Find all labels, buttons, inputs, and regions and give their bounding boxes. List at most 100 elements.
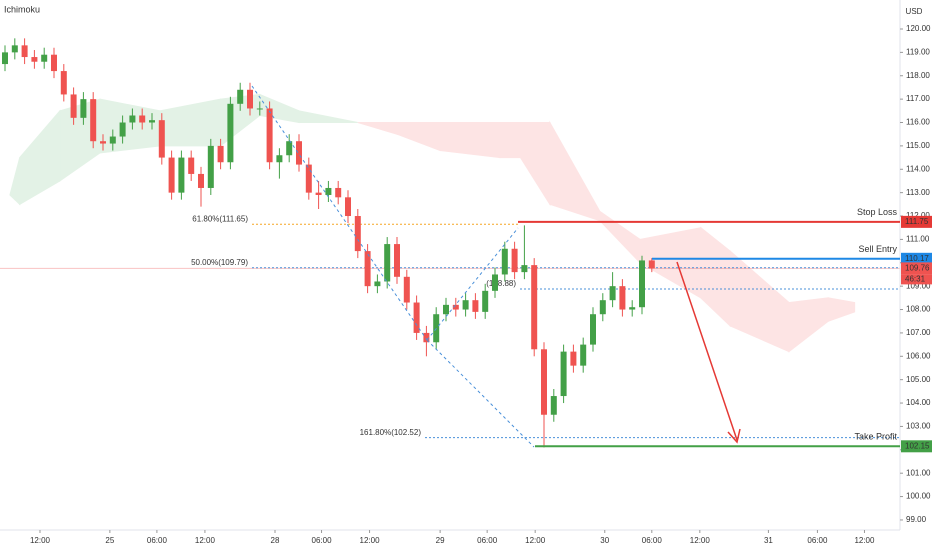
trade-level-name: Stop Loss — [857, 207, 898, 217]
candle-body — [2, 52, 8, 65]
plot-area: 61.80%(111.65) 50.00%(109.79) (108.88) 161.… — [0, 38, 900, 448]
level-box — [901, 440, 932, 453]
fib-trend-line — [426, 227, 519, 341]
candle-body — [374, 281, 381, 287]
x-tick-label: 28 — [271, 536, 280, 545]
ichimoku-cloud — [298, 110, 358, 124]
candle-body — [345, 197, 351, 217]
y-tick-label: 104.00 — [906, 398, 931, 407]
candle-body — [109, 136, 116, 144]
y-tick-label: 108.00 — [906, 305, 931, 314]
candle-body — [51, 54, 57, 72]
candle-body — [60, 71, 67, 95]
candle-body — [531, 265, 538, 350]
fib-label: 50.00%(109.79) — [191, 258, 248, 267]
candle-body — [501, 248, 508, 275]
candle-body — [648, 260, 655, 269]
x-tick-label: 12:00 — [195, 536, 216, 545]
x-tick-label: 12:00 — [854, 536, 875, 545]
candle-body — [325, 187, 332, 195]
ichimoku-cloud — [827, 297, 856, 322]
candle-body — [639, 260, 645, 308]
candle-body — [403, 276, 410, 303]
candle-body — [139, 115, 146, 123]
candle-body — [21, 45, 28, 58]
candle-body — [452, 304, 459, 310]
y-tick-label: 109.00 — [906, 281, 931, 290]
candle-body — [188, 157, 195, 174]
trade-level-name: Sell Entry — [858, 244, 897, 254]
candle-body — [70, 94, 77, 118]
candle-body — [315, 192, 322, 195]
fib-label: 161.80%(102.52) — [360, 428, 422, 437]
fib-trend-line — [426, 339, 535, 448]
candle-body — [590, 314, 596, 345]
candle-body — [256, 108, 263, 110]
y-tick-label: 99.00 — [906, 515, 927, 524]
candle-body — [286, 141, 293, 156]
fib-label: (108.88) — [486, 279, 516, 288]
x-tick-label: 06:00 — [642, 536, 663, 545]
overlay: Stop Loss Sell Entry Take Profit 99.00 100.0… — [30, 24, 932, 545]
y-tick-label: 106.00 — [906, 351, 931, 360]
y-tick-label: 120.00 — [906, 24, 931, 33]
candle-body — [247, 89, 253, 109]
candle-body — [472, 300, 479, 312]
indicator-title: Ichimoku — [4, 4, 40, 14]
candle-body — [80, 99, 87, 118]
x-tick-label: 31 — [764, 536, 773, 545]
candle-body — [394, 244, 400, 277]
y-tick-label: 100.00 — [906, 492, 931, 501]
y-tick-label: 116.00 — [906, 118, 930, 127]
y-tick-label: 119.00 — [906, 47, 930, 56]
x-tick-label: 06:00 — [147, 536, 168, 545]
current-price-box — [901, 262, 932, 275]
level-box-label: 111.75 — [905, 217, 929, 226]
y-tick-label: 117.00 — [906, 94, 930, 103]
x-tick-label: 12:00 — [30, 536, 51, 545]
candle-body — [482, 290, 489, 312]
level-box-label: 110.17 — [905, 254, 929, 263]
x-tick-label: 12:00 — [690, 536, 711, 545]
candle-body — [90, 99, 97, 142]
candle-body — [619, 286, 626, 310]
candle-body — [178, 157, 185, 193]
current-price-box-label: 109.76 — [905, 263, 930, 272]
x-tick-label: 25 — [105, 536, 114, 545]
y-tick-label: 111.00 — [906, 235, 930, 244]
countdown-box — [901, 274, 932, 285]
x-tick-label: 06:00 — [312, 536, 333, 545]
candle-body — [462, 300, 469, 310]
candle-body — [305, 164, 312, 193]
candle-body — [31, 57, 38, 62]
candle-body — [168, 157, 175, 193]
y-tick-label: 114.00 — [906, 164, 930, 173]
y-tick-label: 107.00 — [906, 328, 931, 337]
candle-body — [296, 141, 302, 165]
candle-body — [100, 141, 106, 144]
candle-body — [492, 274, 498, 291]
candle-body — [609, 286, 616, 301]
candle-body — [560, 351, 567, 397]
candle-body — [364, 251, 371, 287]
y-tick-label: 112.00 — [906, 211, 930, 220]
candle-body — [119, 122, 126, 137]
currency-label: USD — [906, 7, 923, 16]
candle-body — [511, 248, 518, 273]
candle-body — [423, 332, 430, 343]
candle-body — [237, 89, 244, 104]
y-tick-label: 115.00 — [906, 141, 930, 150]
level-box — [901, 252, 932, 265]
level-box — [901, 215, 932, 228]
candle-body — [217, 145, 224, 163]
candle-body — [443, 304, 449, 315]
candle-body — [129, 115, 136, 123]
candle-body — [335, 187, 342, 198]
y-tick-label: 101.00 — [906, 468, 931, 477]
candle-body — [41, 54, 48, 62]
x-tick-label: 06:00 — [807, 536, 828, 545]
candle-body — [521, 265, 528, 273]
